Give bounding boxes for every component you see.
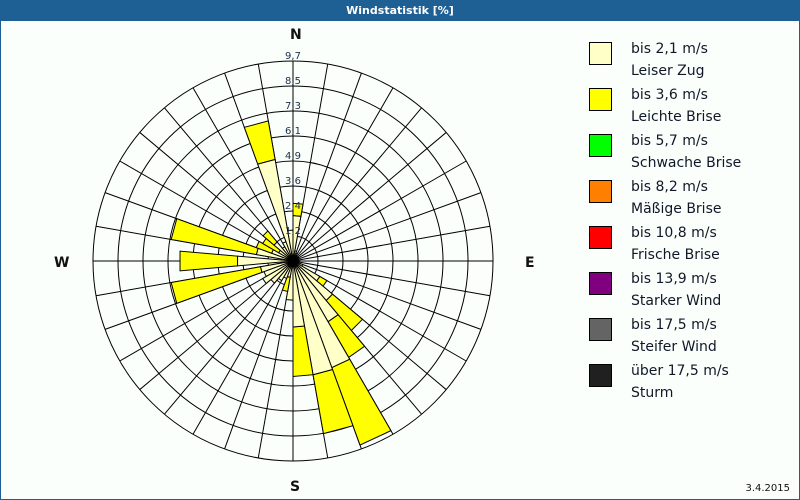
legend-swatch (589, 318, 612, 341)
compass-south: S (290, 479, 301, 495)
wind-bars (170, 120, 392, 446)
compass-west: W (54, 255, 70, 271)
svg-text:8,5: 8,5 (285, 76, 301, 87)
legend-range: über 17,5 m/s (631, 363, 729, 379)
legend-swatch (589, 364, 612, 387)
svg-text:6,1: 6,1 (285, 126, 301, 137)
legend-swatch (589, 134, 612, 157)
legend-item: über 17,5 m/s Sturm (589, 363, 789, 410)
legend-item: bis 8,2 m/s Mäßige Brise (589, 179, 789, 226)
legend-item: bis 3,6 m/s Leichte Brise (589, 87, 789, 134)
legend-range: bis 13,9 m/s (631, 271, 717, 287)
legend-item: bis 17,5 m/s Steifer Wind (589, 317, 789, 364)
legend-name: Starker Wind (631, 293, 722, 309)
legend-name: Leiser Zug (631, 63, 705, 79)
center-circle (289, 257, 297, 265)
legend-name: Sturm (631, 385, 674, 401)
legend-swatch (589, 88, 612, 111)
svg-text:2,4: 2,4 (285, 201, 301, 212)
legend-swatch (589, 272, 612, 295)
legend-range: bis 3,6 m/s (631, 87, 708, 103)
legend-item: bis 10,8 m/s Frische Brise (589, 225, 789, 272)
legend-name: Frische Brise (631, 247, 720, 263)
legend-swatch (589, 42, 612, 65)
svg-text:7,3: 7,3 (285, 101, 301, 112)
legend-name: Mäßige Brise (631, 201, 722, 217)
compass-east: E (525, 255, 535, 271)
legend-range: bis 2,1 m/s (631, 41, 708, 57)
svg-text:4,9: 4,9 (285, 151, 301, 162)
legend-range: bis 8,2 m/s (631, 179, 708, 195)
svg-text:1,2: 1,2 (285, 226, 301, 237)
legend-item: bis 13,9 m/s Starker Wind (589, 271, 789, 318)
legend-name: Leichte Brise (631, 109, 722, 125)
legend-range: bis 17,5 m/s (631, 317, 717, 333)
ring-labels: 1,2 2,4 3,6 4,9 6,1 7,3 8,5 9,7 (285, 51, 301, 237)
date-stamp: 3.4.2015 (745, 483, 790, 494)
legend-item: bis 5,7 m/s Schwache Brise (589, 133, 789, 180)
compass-north: N (290, 27, 302, 43)
legend-swatch (589, 226, 612, 249)
svg-text:9,7: 9,7 (285, 51, 301, 62)
legend-name: Schwache Brise (631, 155, 742, 171)
legend-range: bis 10,8 m/s (631, 225, 717, 241)
polar-grid (92, 60, 494, 462)
legend-range: bis 5,7 m/s (631, 133, 708, 149)
legend-name: Steifer Wind (631, 339, 717, 355)
legend-item: bis 2,1 m/s Leiser Zug (589, 41, 789, 88)
window-title: Windstatistik [%] (0, 0, 800, 21)
svg-text:3,6: 3,6 (285, 176, 301, 187)
legend-swatch (589, 180, 612, 203)
